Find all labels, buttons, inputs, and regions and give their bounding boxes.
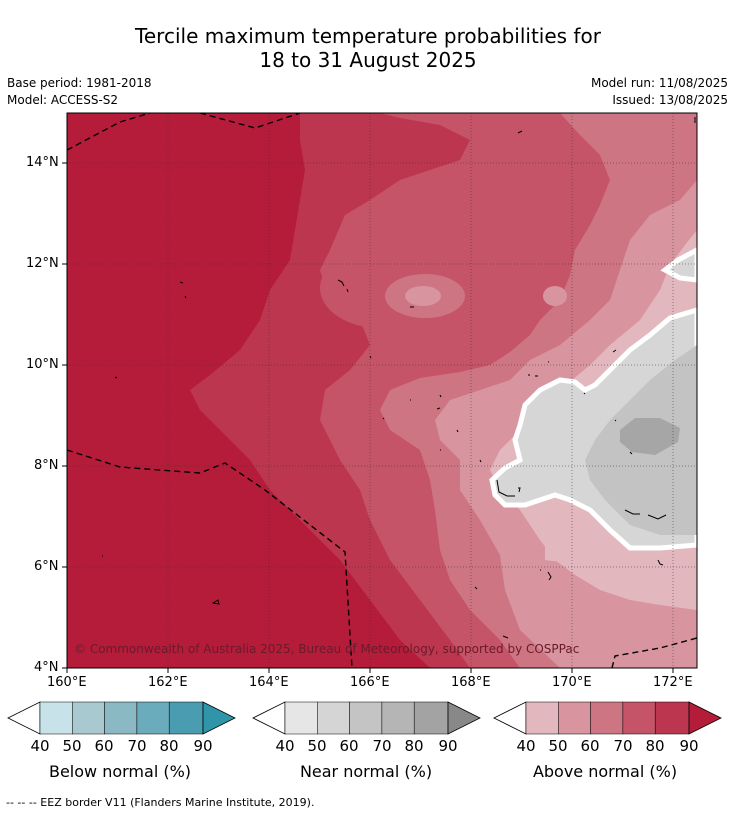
zone-near-70 [620,418,680,455]
legend-near-bar [252,701,481,735]
zone-above-40-blob-south [545,535,572,562]
zone-above-50-blob-east [543,286,567,306]
zone-above-50-blob-center [405,286,441,306]
lon-label-162e: 162°E [148,675,188,690]
lon-label-164e: 164°E [249,675,289,690]
legend-near-tick: 60 [339,737,359,755]
legend-near-tick: 50 [307,737,327,755]
zone-above-70-blob-north [450,204,490,224]
legend-above-tick: 40 [516,737,536,755]
legend-near-title: Near normal (%) [299,762,433,781]
legend-above-tick: 90 [679,737,699,755]
map-frame [66,112,698,669]
copyright-notice: © Commonwealth of Australia 2025, Bureau… [74,642,579,656]
legend-near-tick: 90 [438,737,458,755]
legend-above-tick: 50 [548,737,568,755]
legend-above-tick: 70 [613,737,633,755]
lon-label-170e: 170°E [552,675,592,690]
title-line-2: 18 to 31 August 2025 [259,48,477,72]
legend-above-title: Above normal (%) [532,762,678,781]
axis-ticks [62,162,674,673]
legend-below-title: Below normal (%) [48,762,192,781]
lon-label-172e: 172°E [653,675,693,690]
eez-footnote: -- -- -- EEZ border V11 (Flanders Marine… [6,796,315,809]
lat-label-4n: 4°N [34,660,59,675]
legend-above-tick: 60 [580,737,600,755]
legend-colorbars [7,701,722,735]
legend-above-bar [493,701,722,735]
title-line-1: Tercile maximum temperature probabilitie… [135,24,601,48]
legend-below-tick: 40 [30,737,50,755]
lon-label-160e: 160°E [47,675,87,690]
model-run: Model run: 11/08/2025 [590,76,728,90]
islands [102,117,696,639]
lat-label-12n: 12°N [26,256,59,271]
lat-label-6n: 6°N [34,559,59,574]
probability-map: © Commonwealth of Australia 2025, Bureau… [62,112,698,673]
legend-below-tick: 60 [94,737,114,755]
legend-below-tick: 50 [62,737,82,755]
legend-above-tick: 80 [645,737,665,755]
legend-near-tick: 40 [275,737,295,755]
legend-near-tick: 80 [404,737,424,755]
base-period: Base period: 1981-2018 [7,76,152,90]
legend-below-tick: 70 [127,737,147,755]
legend-below-tick: 80 [159,737,179,755]
lon-label-166e: 166°E [350,675,390,690]
lat-label-14n: 14°N [26,155,59,170]
model-name: Model: ACCESS-S2 [7,93,119,107]
lat-label-8n: 8°N [34,458,59,473]
eez-borders [67,113,697,668]
lat-label-10n: 10°N [26,357,59,372]
issued-date: Issued: 13/08/2025 [612,93,728,107]
legend-below-tick: 90 [193,737,213,755]
legend-near-tick: 70 [372,737,392,755]
graticule [67,113,697,668]
lon-label-168e: 168°E [451,675,491,690]
legend-below-bar [7,701,236,735]
